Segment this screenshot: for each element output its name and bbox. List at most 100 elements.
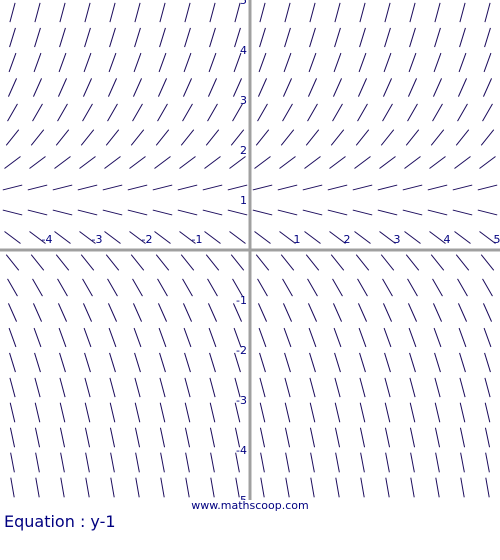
slope-segment	[409, 27, 416, 48]
slope-segment	[85, 452, 90, 473]
slope-segment	[357, 78, 368, 97]
slope-segment	[129, 156, 146, 169]
slope-segment	[159, 2, 166, 23]
slope-segment	[132, 278, 143, 297]
slope-segment	[460, 452, 465, 473]
x-tick-label: 5	[494, 233, 500, 246]
slope-segment	[209, 377, 216, 398]
slope-segment	[227, 209, 248, 216]
slope-segment	[455, 254, 470, 271]
slope-segment	[130, 129, 145, 146]
slope-segment	[282, 103, 293, 122]
slope-segment	[30, 129, 45, 146]
slope-segment	[285, 452, 290, 473]
slope-segment	[2, 209, 23, 216]
slope-segment	[455, 129, 470, 146]
x-tick-label: -3	[92, 233, 103, 246]
slope-segment	[152, 184, 173, 191]
slope-segment	[202, 184, 223, 191]
slope-segment	[259, 27, 266, 48]
slope-segment	[109, 27, 116, 48]
slope-segment	[204, 231, 221, 244]
slope-segment	[10, 452, 15, 473]
x-tick-label: 2	[344, 233, 351, 246]
slope-segment	[307, 78, 318, 97]
slope-segment	[284, 377, 291, 398]
slope-segment	[159, 427, 166, 448]
slope-segment	[327, 184, 348, 191]
slope-segment	[279, 231, 296, 244]
slope-segment	[454, 231, 471, 244]
slope-segment	[354, 231, 371, 244]
slope-segment	[377, 184, 398, 191]
slope-segment	[402, 209, 423, 216]
slope-segment	[434, 427, 441, 448]
slope-segment	[302, 209, 323, 216]
slope-segment	[384, 377, 391, 398]
slope-segment	[134, 427, 141, 448]
slope-segment	[355, 254, 370, 271]
slope-segment	[233, 327, 242, 348]
slope-segment	[59, 27, 66, 48]
slope-segment	[83, 52, 92, 73]
slope-segment	[160, 477, 165, 498]
slope-segment	[309, 427, 316, 448]
slope-segment	[427, 184, 448, 191]
slope-segment	[433, 52, 442, 73]
slope-segment	[82, 278, 93, 297]
slope-segment	[359, 352, 366, 373]
x-tick-label: 1	[294, 233, 301, 246]
y-tick-label: 3	[240, 94, 247, 107]
slope-segment	[132, 78, 143, 97]
slope-segment	[29, 231, 46, 244]
slope-segment	[183, 52, 192, 73]
slope-segment	[57, 303, 68, 322]
slope-segment	[360, 452, 365, 473]
slope-segment	[58, 327, 67, 348]
slope-segment	[207, 78, 218, 97]
slope-segment	[310, 477, 315, 498]
slope-segment	[34, 402, 41, 423]
slope-segment	[284, 352, 291, 373]
slope-segment	[209, 402, 216, 423]
slope-segment	[209, 352, 216, 373]
slope-segment	[134, 377, 141, 398]
slope-segment	[184, 377, 191, 398]
slope-segment	[259, 2, 266, 23]
slope-segment	[134, 402, 141, 423]
slope-segment	[55, 129, 70, 146]
slope-segment	[33, 52, 42, 73]
y-tick-label: 4	[240, 44, 247, 57]
slope-segment	[154, 156, 171, 169]
slope-segment	[159, 402, 166, 423]
slope-segment	[9, 27, 16, 48]
slope-segment	[9, 427, 16, 448]
slope-segment	[482, 278, 493, 297]
slope-segment	[185, 477, 190, 498]
slope-segment	[380, 129, 395, 146]
slope-segment	[359, 2, 366, 23]
slope-segment	[484, 352, 491, 373]
slope-segment	[134, 2, 141, 23]
slope-segment	[108, 52, 117, 73]
slope-segment	[27, 184, 48, 191]
slope-segment	[9, 377, 16, 398]
slope-segment	[184, 352, 191, 373]
slope-segment	[182, 78, 193, 97]
equation-label: Equation : y-1	[4, 512, 116, 531]
slope-segment	[209, 27, 216, 48]
x-tick-label: 3	[394, 233, 401, 246]
slope-segment	[60, 452, 65, 473]
slope-segment	[458, 52, 467, 73]
slope-segment	[209, 2, 216, 23]
slope-segment	[179, 231, 196, 244]
slope-segment	[159, 27, 166, 48]
x-tick-label: -2	[142, 233, 153, 246]
slope-segment	[409, 377, 416, 398]
slope-segment	[59, 352, 66, 373]
slope-segment	[357, 278, 368, 297]
slope-segment	[109, 2, 116, 23]
slope-segment	[352, 209, 373, 216]
slope-segment	[234, 402, 241, 423]
slope-segment	[57, 78, 68, 97]
